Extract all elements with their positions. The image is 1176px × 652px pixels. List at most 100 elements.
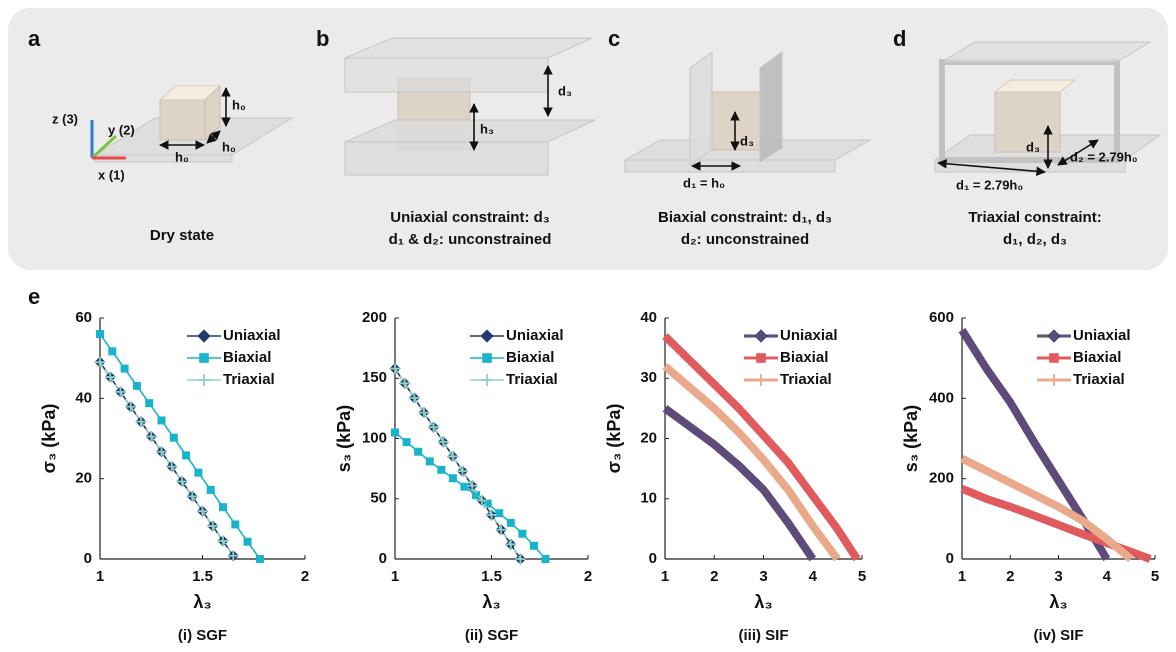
plate-edge [345, 142, 548, 175]
caption: d₂: unconstrained [681, 231, 809, 248]
marker [95, 357, 105, 367]
y-tick-label: 30 [640, 369, 657, 386]
y-tick-label: 50 [370, 490, 387, 507]
top-plate [942, 42, 1150, 62]
marker [481, 374, 493, 386]
marker [158, 416, 166, 424]
x-tick-label: 4 [809, 568, 818, 585]
y-tick-label: 40 [640, 309, 657, 326]
marker [755, 330, 767, 342]
marker [167, 462, 177, 472]
y-tick-label: 200 [362, 309, 387, 326]
marker [194, 469, 202, 477]
marker [1049, 353, 1059, 363]
marker [1048, 374, 1060, 386]
panel-label: e [28, 284, 40, 309]
figure: a z (3) y (2) x (1) h₀ h₀ h₀ Dry state b… [0, 0, 1176, 652]
x-tick-label: 5 [1151, 568, 1159, 585]
marker [126, 402, 136, 412]
caption: Triaxial constraint: [968, 209, 1101, 226]
marker [182, 451, 190, 459]
side-plate [690, 52, 712, 165]
marker [530, 542, 538, 550]
marker [481, 330, 493, 342]
marker [256, 555, 264, 563]
series-line [665, 366, 837, 559]
y-tick-label: 200 [929, 470, 954, 487]
x-tick-label: 1.5 [481, 568, 502, 585]
y-tick-label: 40 [75, 389, 92, 406]
marker [157, 447, 167, 457]
marker [199, 353, 209, 363]
marker [231, 520, 239, 528]
marker [409, 393, 419, 403]
y-tick-label: 600 [929, 309, 954, 326]
y-tick-label: 0 [84, 550, 92, 567]
x-tick-label: 4 [1103, 568, 1112, 585]
x-tick-label: 1 [958, 568, 966, 585]
legend-label: Triaxial [1073, 371, 1125, 388]
legend-label: Uniaxial [1073, 327, 1131, 344]
cube [160, 100, 205, 140]
marker [244, 538, 252, 546]
panel-label: a [28, 26, 41, 51]
marker [518, 530, 526, 538]
marker [437, 466, 445, 474]
marker [207, 486, 215, 494]
marker [542, 555, 550, 563]
marker [219, 503, 227, 511]
marker [187, 491, 197, 501]
y-tick-label: 0 [649, 550, 657, 567]
x-axis-label: λ₃ [482, 592, 500, 612]
panel-label: c [608, 26, 620, 51]
x-tick-label: 2 [301, 568, 309, 585]
series-line [665, 336, 857, 559]
annotation: d₁ = h₀ [683, 175, 725, 190]
marker [755, 374, 767, 386]
legend-label: Triaxial [780, 371, 832, 388]
annotation: h₀ [175, 149, 189, 164]
legend-label: Triaxial [223, 371, 275, 388]
marker [198, 330, 210, 342]
marker [198, 374, 210, 386]
cube-top [995, 80, 1075, 92]
side-plate [760, 52, 782, 162]
marker [390, 364, 400, 374]
annotation: z (3) [52, 111, 78, 126]
marker [496, 525, 506, 535]
x-tick-label: 1.5 [192, 568, 213, 585]
marker [515, 554, 525, 564]
panel-label: d [893, 26, 906, 51]
chart-caption: (ii) SGF [465, 627, 518, 644]
chart-caption: (iii) SIF [739, 627, 789, 644]
x-tick-label: 2 [710, 568, 718, 585]
marker [507, 519, 515, 527]
marker [487, 510, 497, 520]
y-tick-label: 0 [946, 550, 954, 567]
annotation: h₀ [222, 139, 236, 154]
y-tick-label: 0 [379, 550, 387, 567]
marker [449, 474, 457, 482]
x-tick-label: 3 [759, 568, 767, 585]
chart-caption: (i) SGF [178, 627, 227, 644]
marker [438, 437, 448, 447]
caption: Biaxial constraint: d₁, d₃ [658, 209, 832, 226]
annotation: d₂ = 2.79h₀ [1070, 149, 1138, 164]
y-axis-label: σ₃ (kPa) [39, 404, 59, 474]
marker [756, 353, 766, 363]
caption: Uniaxial constraint: d₃ [390, 209, 550, 226]
marker [426, 457, 434, 465]
x-tick-label: 2 [1006, 568, 1014, 585]
y-axis-label: s₃ (kPa) [901, 405, 921, 472]
marker [495, 509, 503, 517]
marker [218, 536, 228, 546]
marker [414, 448, 422, 456]
legend-label: Biaxial [780, 349, 828, 366]
y-tick-label: 20 [75, 470, 92, 487]
legend-label: Biaxial [1073, 349, 1121, 366]
y-tick-label: 10 [640, 490, 657, 507]
marker [391, 428, 399, 436]
marker [96, 330, 104, 338]
legend-label: Biaxial [506, 349, 554, 366]
x-tick-label: 2 [584, 568, 592, 585]
